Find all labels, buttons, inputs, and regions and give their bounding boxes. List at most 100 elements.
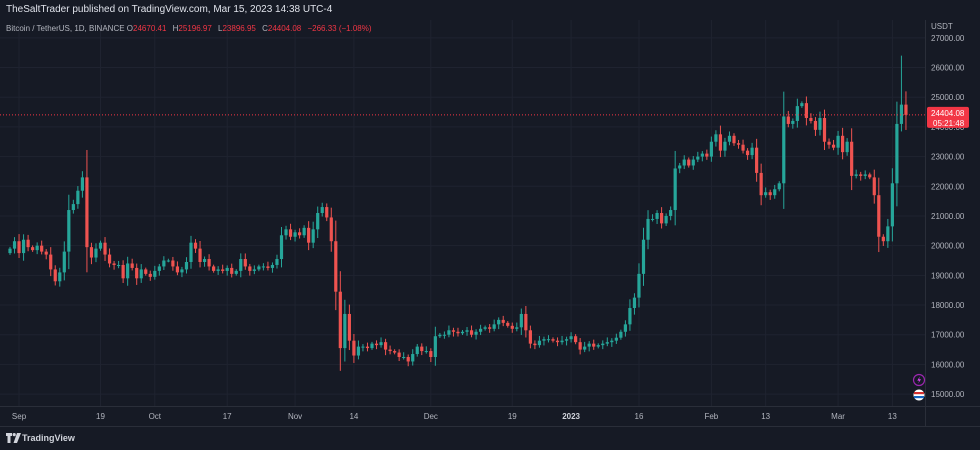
legend-close-label: C [262, 24, 268, 33]
candle-body [460, 331, 465, 334]
candle-body [53, 269, 57, 282]
candle-body [243, 259, 247, 267]
candle-body [411, 354, 415, 362]
x-tick-label: Mar [831, 412, 845, 421]
candle-body [85, 177, 89, 248]
candle-body [745, 150, 750, 156]
candle-body [660, 213, 664, 224]
candle-body [307, 227, 311, 243]
candle-body [868, 174, 872, 178]
candlestick-chart[interactable]: 15000.00 16000.00 17000.00 18000.00 19000.00… [0, 20, 980, 426]
candle-body [899, 104, 904, 124]
candle-body [316, 213, 320, 230]
candle-body [35, 245, 39, 251]
candle-body [587, 343, 591, 347]
candle-body [872, 177, 876, 196]
x-tick-label: Nov [288, 412, 302, 421]
candle-body [402, 357, 406, 359]
y-tick-label: 23000.00 [931, 153, 965, 162]
candle-body [438, 334, 442, 337]
candle-body [542, 339, 546, 341]
candle-body [501, 319, 505, 323]
candle-body [764, 192, 768, 196]
candle-body [325, 207, 329, 218]
publisher-line: TheSaltTrader published on TradingView.c… [6, 4, 333, 15]
candle-body [198, 248, 202, 262]
flag-icon [913, 389, 925, 401]
candle-body [890, 183, 894, 227]
candle-body [275, 259, 279, 265]
chart-legend: Bitcoin / TetherUS, 1D, BINANCE O24670.4… [6, 24, 376, 33]
candle-body [574, 336, 578, 343]
legend-open-value: 24670.41 [133, 24, 167, 33]
candle-body [850, 141, 854, 176]
y-tick-label: 15000.00 [931, 390, 965, 399]
candle-body [429, 351, 433, 358]
candle-body [524, 313, 528, 331]
candle-body [497, 319, 501, 325]
y-tick-label: 20000.00 [931, 242, 965, 251]
candle-body [655, 213, 659, 219]
candle-body [89, 247, 94, 258]
candle-body [709, 141, 713, 157]
candle-body [759, 172, 763, 196]
candle-body [279, 235, 284, 260]
candle-body [40, 245, 44, 252]
candle-body [714, 134, 718, 142]
candle-body [21, 239, 26, 254]
candle-body [610, 340, 614, 343]
candle-body [135, 267, 139, 279]
x-tick-label: 2023 [562, 412, 580, 421]
candle-body [365, 346, 370, 349]
candle-body [293, 232, 297, 237]
x-tick-label: 19 [96, 412, 105, 421]
candle-body [298, 232, 302, 236]
candle-body [442, 334, 446, 336]
candle-body [836, 135, 840, 148]
candle-body [646, 218, 650, 240]
candle-body [596, 345, 600, 347]
candle-body [786, 116, 790, 124]
candle-body [230, 267, 234, 274]
candle-body [252, 269, 256, 271]
candle-body [479, 328, 483, 332]
candle-body [736, 143, 741, 145]
candle-body [8, 248, 12, 254]
y-tick-label: 19000.00 [931, 271, 965, 280]
legend-low-value: 23896.95 [222, 24, 256, 33]
tradingview-logo-icon [6, 433, 21, 443]
candle-body [741, 144, 745, 151]
candle-body [560, 340, 564, 343]
candle-body [302, 227, 306, 236]
candle-body [533, 343, 537, 346]
y-tick-label: 25000.00 [931, 93, 965, 102]
candle-body [107, 254, 112, 264]
candle-body [12, 241, 17, 249]
flag-stripe [914, 392, 924, 395]
candle-body [94, 248, 98, 258]
candle-body [157, 266, 161, 271]
y-tick-label: 17000.00 [931, 331, 965, 340]
candle-body [433, 336, 437, 358]
candle-body [184, 261, 189, 270]
chart-area[interactable]: 15000.00 16000.00 17000.00 18000.00 19000.00… [0, 20, 980, 426]
x-tick-label: 16 [635, 412, 644, 421]
candle-body [827, 141, 831, 145]
candle-body [406, 357, 410, 362]
candle-body [904, 104, 908, 115]
legend-close-value: 24404.08 [267, 24, 302, 33]
candle-body [266, 266, 270, 268]
x-tick-label: 13 [888, 412, 897, 421]
candle-body [506, 322, 510, 326]
candle-body [551, 339, 555, 341]
candle-body [221, 269, 225, 271]
candle-body [773, 189, 777, 196]
candle-body [17, 241, 21, 254]
candle-body [343, 313, 347, 349]
candle-body [705, 153, 709, 157]
candle-body [519, 313, 523, 328]
candle-body [329, 217, 333, 242]
y-tick-label: 27000.00 [931, 34, 965, 43]
candle-body [207, 259, 211, 267]
candle-body [637, 273, 641, 298]
